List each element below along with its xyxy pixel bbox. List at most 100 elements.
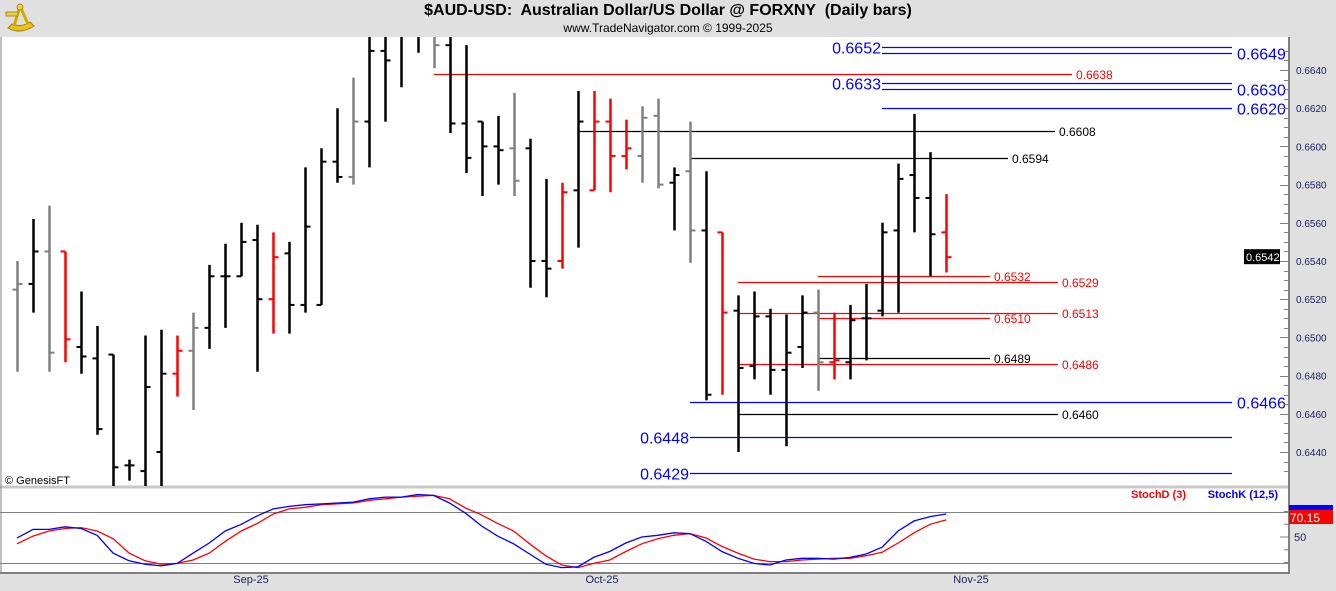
ohlc-bar[interactable] bbox=[733, 295, 744, 452]
ohlc-bar[interactable] bbox=[380, 0, 391, 122]
level-label: 0.6429 bbox=[640, 466, 689, 483]
ohlc-bar[interactable] bbox=[124, 459, 135, 481]
ohlc-bar[interactable] bbox=[348, 77, 359, 185]
stochd-value-label: 70.15 bbox=[1290, 511, 1320, 525]
ohlc-bar[interactable] bbox=[397, 0, 407, 88]
ohlc-bar[interactable] bbox=[493, 115, 504, 185]
ohlc-bar[interactable] bbox=[220, 243, 231, 328]
ohlc-bar[interactable] bbox=[509, 92, 520, 197]
price-tick-label: 0.6500 bbox=[1296, 333, 1327, 344]
price-bars bbox=[12, 0, 952, 491]
stochd-value-box bbox=[1289, 510, 1333, 524]
ohlc-bar[interactable] bbox=[477, 120, 488, 197]
ohlc-bar[interactable] bbox=[637, 106, 648, 183]
copyright-label: © GenesisFT bbox=[5, 475, 70, 487]
price-axis: 0.6640 0.6620 0.6600 0.6580 0.6560 0.6540 0.65… bbox=[1244, 51, 1327, 472]
ohlc-bar[interactable] bbox=[685, 121, 696, 263]
chart-title: $AUD-USD: Australian Dollar/US Dollar @ … bbox=[424, 2, 912, 19]
ohlc-bar[interactable] bbox=[877, 222, 888, 317]
ohlc-bar[interactable] bbox=[717, 231, 728, 395]
ohlc-bar[interactable] bbox=[156, 329, 167, 487]
price-tick-label: 0.6440 bbox=[1296, 448, 1327, 459]
ohlc-bar[interactable] bbox=[92, 325, 103, 435]
level-label: 0.6486 bbox=[1062, 358, 1099, 372]
ohlc-bar[interactable] bbox=[12, 261, 23, 372]
ohlc-bar[interactable] bbox=[749, 291, 760, 380]
ohlc-bar[interactable] bbox=[28, 218, 39, 313]
ohlc-bar[interactable] bbox=[60, 250, 71, 363]
ohlc-bar[interactable] bbox=[861, 283, 872, 361]
ohlc-bar[interactable] bbox=[268, 232, 279, 334]
ohlc-bar[interactable] bbox=[76, 291, 87, 374]
ohlc-bar[interactable] bbox=[204, 264, 215, 349]
ohlc-bar[interactable] bbox=[669, 167, 680, 231]
ohlc-bar[interactable] bbox=[44, 205, 55, 372]
ohlc-bar[interactable] bbox=[797, 295, 808, 368]
price-tick-label: 0.6560 bbox=[1296, 219, 1327, 230]
price-tick-label: 0.6580 bbox=[1296, 181, 1327, 192]
ohlc-bar[interactable] bbox=[445, 13, 456, 134]
ohlc-bar[interactable] bbox=[813, 289, 824, 391]
level-label: 0.6466 bbox=[1237, 395, 1286, 412]
ohlc-bar[interactable] bbox=[589, 91, 600, 192]
ohlc-bar[interactable] bbox=[701, 171, 712, 401]
date-tick-label: Sep-25 bbox=[233, 574, 268, 586]
price-tick-label: 0.6600 bbox=[1296, 142, 1327, 153]
stochastic-panel[interactable] bbox=[0, 488, 1289, 572]
ohlc-bar[interactable] bbox=[925, 152, 936, 277]
ohlc-bar[interactable] bbox=[781, 314, 792, 447]
level-label: 0.6652 bbox=[832, 40, 881, 57]
ohlc-bar[interactable] bbox=[461, 45, 472, 174]
ohlc-bar[interactable] bbox=[653, 98, 664, 189]
price-tick-label: 0.6480 bbox=[1296, 372, 1327, 383]
price-tick-label: 0.6460 bbox=[1296, 410, 1327, 421]
legend-stochk: StochK (12,5) bbox=[1208, 489, 1279, 501]
ohlc-bar[interactable] bbox=[573, 91, 584, 248]
ohlc-bar[interactable] bbox=[316, 148, 327, 306]
level-label: 0.6630 bbox=[1237, 82, 1286, 99]
price-panel[interactable] bbox=[0, 37, 1289, 487]
ohlc-bar[interactable] bbox=[140, 335, 151, 490]
level-labels: 0.6652 0.6649 0.6638 0.6633 0.6630 0.6620 0.66… bbox=[640, 40, 1286, 483]
level-label: 0.6620 bbox=[1237, 101, 1286, 118]
ohlc-bar[interactable] bbox=[108, 353, 119, 491]
level-label: 0.6594 bbox=[1012, 152, 1049, 166]
ohlc-bar[interactable] bbox=[284, 241, 295, 334]
ohlc-bar[interactable] bbox=[236, 222, 247, 278]
ohlc-bar[interactable] bbox=[364, 13, 375, 168]
price-tick-label: 0.6520 bbox=[1296, 295, 1327, 306]
sextant-logo-icon bbox=[5, 3, 35, 32]
stochk-line bbox=[16, 493, 947, 569]
level-label: 0.6510 bbox=[994, 312, 1031, 326]
ohlc-bar[interactable] bbox=[252, 224, 263, 372]
ohlc-bar[interactable] bbox=[941, 194, 952, 273]
level-label: 0.6608 bbox=[1059, 125, 1096, 139]
ohlc-bar[interactable] bbox=[414, 0, 424, 53]
ohlc-bar[interactable] bbox=[893, 163, 904, 313]
level-lines bbox=[434, 46, 1232, 475]
ohlc-bar[interactable] bbox=[909, 113, 920, 233]
ohlc-bar[interactable] bbox=[765, 308, 776, 395]
ohlc-bar[interactable] bbox=[430, 3, 440, 69]
ohlc-bar[interactable] bbox=[541, 178, 552, 298]
level-label: 0.6460 bbox=[1062, 408, 1099, 422]
level-label: 0.6489 bbox=[994, 352, 1031, 366]
ohlc-bar[interactable] bbox=[300, 167, 311, 313]
price-tick-label: 0.6620 bbox=[1296, 104, 1327, 115]
date-tick-label: Nov-25 bbox=[953, 574, 988, 586]
level-label: 0.6633 bbox=[832, 76, 881, 93]
ohlc-bar[interactable] bbox=[188, 312, 199, 410]
level-label: 0.6638 bbox=[1076, 68, 1113, 82]
ohlc-bar[interactable] bbox=[845, 304, 856, 380]
ohlc-bar[interactable] bbox=[621, 119, 632, 170]
date-tick-label: Oct-25 bbox=[585, 574, 618, 586]
ohlc-bar[interactable] bbox=[332, 108, 343, 183]
ohlc-bar[interactable] bbox=[829, 312, 840, 380]
ohlc-bar[interactable] bbox=[557, 182, 568, 269]
ohlc-bar[interactable] bbox=[605, 98, 616, 193]
ohlc-bar[interactable] bbox=[525, 138, 536, 288]
ohlc-bar[interactable] bbox=[172, 335, 183, 397]
level-label: 0.6649 bbox=[1237, 46, 1286, 63]
legend-stochd: StochD (3) bbox=[1131, 489, 1186, 501]
